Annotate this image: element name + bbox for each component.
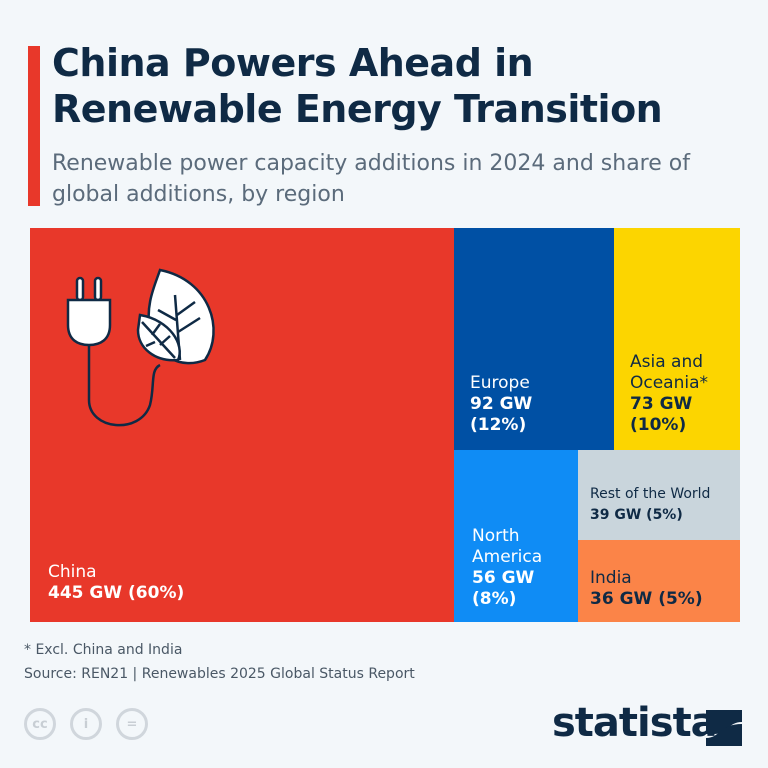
tile-value: 56 GW (8%) bbox=[472, 568, 535, 609]
tile-label: China 445 GW (60%) bbox=[48, 562, 448, 604]
tile-value: 73 GW (10%) bbox=[630, 394, 693, 435]
statista-logo[interactable]: statista bbox=[552, 700, 718, 746]
tile-label: India 36 GW (5%) bbox=[590, 568, 734, 610]
tile-value: 92 GW (12%) bbox=[470, 394, 533, 435]
treemap-tile-asia-and-oceania: Asia and Oceania* 73 GW (10%) bbox=[614, 228, 740, 450]
source-link[interactable]: Source: REN21 | Renewables 2025 Global S… bbox=[24, 666, 415, 682]
tile-name: India bbox=[590, 568, 632, 588]
no-derivatives-icon[interactable]: = bbox=[116, 708, 148, 740]
treemap-tile-north-america: North America 56 GW (8%) bbox=[454, 450, 578, 622]
page-title: China Powers Ahead in Renewable Energy T… bbox=[52, 41, 663, 131]
tile-value: 39 GW (5%) bbox=[590, 507, 683, 523]
footnote: * Excl. China and India bbox=[24, 642, 183, 658]
attribution-icon[interactable]: i bbox=[70, 708, 102, 740]
page-subtitle: Renewable power capacity additions in 20… bbox=[52, 151, 690, 207]
treemap-tile-india: India 36 GW (5%) bbox=[578, 540, 740, 622]
treemap-tile-rest-of-the-world: Rest of the World 39 GW (5%) bbox=[578, 450, 740, 540]
statista-logo-mark-icon bbox=[706, 710, 742, 746]
tile-label: North America 56 GW (8%) bbox=[472, 526, 572, 610]
cc-license-icon[interactable]: cc bbox=[24, 708, 56, 740]
tile-label: Rest of the World 39 GW (5%) bbox=[590, 484, 734, 526]
treemap-tile-europe: Europe 92 GW (12%) bbox=[454, 228, 614, 450]
tile-value: 36 GW (5%) bbox=[590, 589, 703, 609]
title-accent-bar bbox=[28, 46, 40, 206]
tile-label: Europe 92 GW (12%) bbox=[470, 373, 608, 436]
tile-value: 445 GW (60%) bbox=[48, 583, 185, 603]
plug-leaf-icon bbox=[66, 268, 215, 427]
tile-name: Asia and Oceania* bbox=[630, 352, 709, 393]
tile-name: North America bbox=[472, 526, 543, 567]
tile-label: Asia and Oceania* 73 GW (10%) bbox=[630, 352, 734, 436]
tile-name: China bbox=[48, 562, 97, 582]
tile-name: Rest of the World bbox=[590, 486, 711, 502]
tile-name: Europe bbox=[470, 373, 530, 393]
